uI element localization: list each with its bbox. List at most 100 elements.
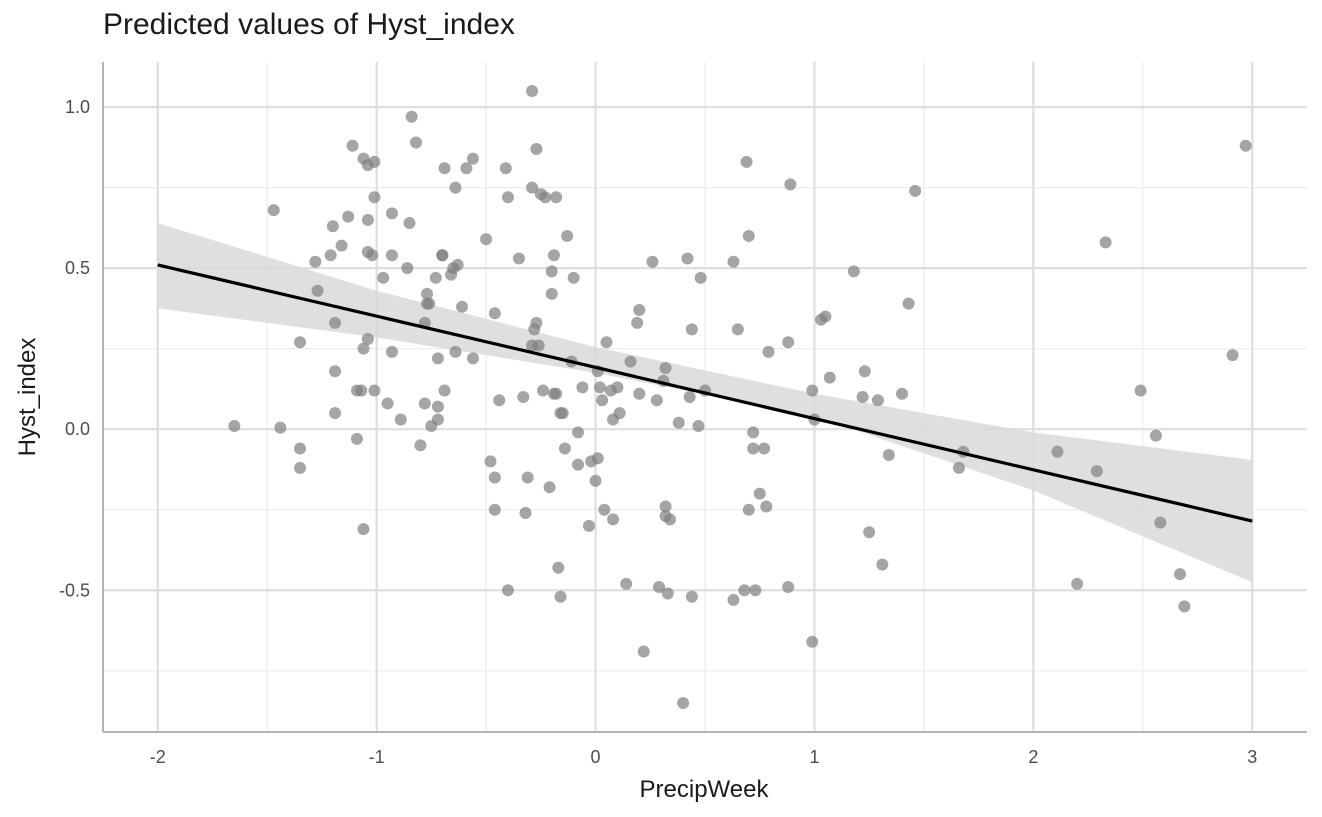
data-point <box>620 577 633 590</box>
data-point <box>537 384 550 397</box>
data-point <box>543 481 556 494</box>
data-point <box>309 255 322 268</box>
points-layer <box>228 84 1252 710</box>
data-point <box>596 394 609 407</box>
data-point <box>727 255 740 268</box>
grid-major <box>103 62 1307 732</box>
data-point <box>863 526 876 539</box>
data-point <box>685 323 698 336</box>
data-point <box>672 416 685 429</box>
data-point <box>683 391 696 403</box>
data-point <box>727 593 740 606</box>
data-point <box>499 162 512 175</box>
data-point <box>856 391 869 403</box>
data-point <box>519 506 532 519</box>
data-point <box>381 397 394 410</box>
x-tick-label: 0 <box>591 747 601 767</box>
data-point <box>377 271 390 284</box>
data-point <box>526 181 539 194</box>
data-point <box>436 249 449 262</box>
data-point <box>753 487 766 500</box>
data-point <box>758 442 771 455</box>
data-point <box>631 316 644 329</box>
data-point <box>517 391 530 403</box>
x-tick-label: 1 <box>809 747 819 767</box>
data-point <box>521 471 534 484</box>
data-point <box>385 249 398 262</box>
data-point <box>368 155 381 168</box>
data-point <box>600 336 613 349</box>
data-point <box>909 184 922 197</box>
data-point <box>438 384 451 397</box>
data-point <box>385 207 398 220</box>
y-tick-label: 0.0 <box>65 419 90 439</box>
data-point <box>466 352 479 365</box>
data-point <box>361 333 374 346</box>
data-point <box>501 584 514 597</box>
data-point <box>342 210 355 223</box>
data-point <box>429 271 442 284</box>
data-point <box>1174 568 1187 581</box>
data-point <box>488 503 501 516</box>
data-point <box>449 181 462 194</box>
data-point <box>357 523 370 536</box>
data-point <box>677 697 690 710</box>
data-point <box>1090 465 1103 478</box>
data-point <box>561 229 574 242</box>
data-point <box>431 352 444 365</box>
data-point <box>659 362 672 375</box>
confidence-band-layer <box>157 223 1253 583</box>
data-point <box>556 407 569 420</box>
chart-title: Predicted values of Hyst_index <box>103 8 515 41</box>
data-point <box>423 297 436 310</box>
data-point <box>1134 384 1147 397</box>
data-point <box>530 316 543 329</box>
data-point <box>650 394 663 407</box>
data-point <box>572 426 585 439</box>
data-point <box>653 581 666 594</box>
axes <box>102 62 1307 733</box>
data-point <box>228 419 241 432</box>
confidence-band <box>157 223 1253 583</box>
data-point <box>294 336 307 349</box>
data-point <box>582 519 595 532</box>
data-point <box>530 142 543 155</box>
data-point <box>350 432 363 445</box>
data-point <box>624 355 637 368</box>
data-point <box>294 442 307 455</box>
data-point <box>607 513 620 526</box>
data-point <box>782 581 795 594</box>
data-point <box>694 271 707 284</box>
data-point <box>460 162 473 175</box>
data-point <box>740 155 753 168</box>
data-point <box>431 413 444 426</box>
data-point <box>589 474 602 487</box>
data-point <box>324 249 337 262</box>
data-point <box>368 191 381 204</box>
data-point <box>294 461 307 474</box>
data-point <box>335 239 348 252</box>
data-point <box>484 455 497 468</box>
data-point <box>410 136 423 149</box>
data-point <box>355 384 368 397</box>
data-point <box>572 458 585 471</box>
data-point <box>742 503 755 516</box>
data-point <box>952 461 965 474</box>
data-point <box>329 365 342 378</box>
data-point <box>488 307 501 320</box>
data-point <box>593 381 606 394</box>
data-point <box>512 252 525 265</box>
data-point <box>532 339 545 352</box>
fit-line <box>157 263 1253 523</box>
data-point <box>418 397 431 410</box>
x-tick-label: 3 <box>1247 747 1257 767</box>
data-point <box>598 503 611 516</box>
data-point <box>550 387 563 400</box>
data-point <box>403 217 416 230</box>
data-point <box>326 220 339 233</box>
data-point <box>847 265 860 278</box>
x-tick-labels: -2 -1 0 1 2 3 <box>150 747 1258 767</box>
data-point <box>819 310 832 323</box>
data-point <box>545 265 558 278</box>
data-point <box>552 561 565 574</box>
